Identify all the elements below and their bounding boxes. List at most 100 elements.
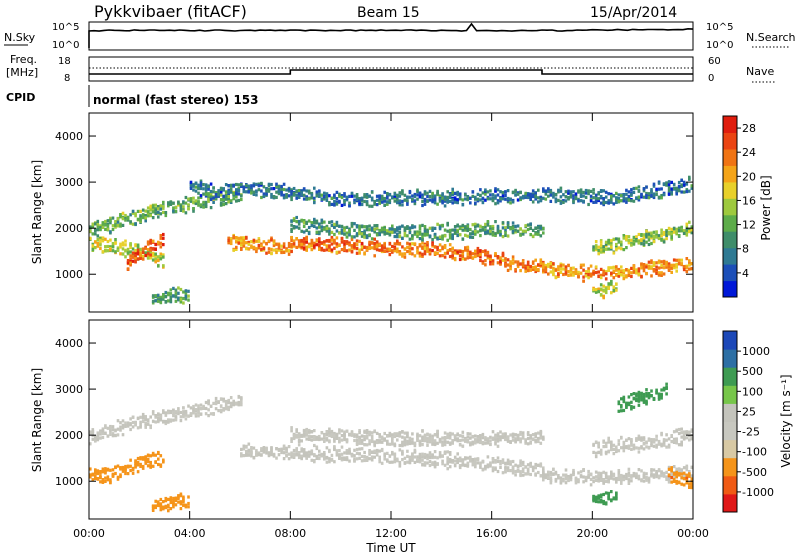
echo-cell	[318, 247, 321, 251]
echo-cell	[521, 463, 525, 467]
echo-cell	[456, 457, 459, 461]
echo-cell	[189, 412, 193, 416]
echo-cell	[539, 261, 543, 265]
echo-cell	[620, 265, 623, 269]
echo-cell	[458, 254, 462, 258]
echo-cell	[579, 188, 583, 192]
echo-cell	[431, 226, 434, 230]
echo-cell	[685, 227, 689, 231]
echo-cell	[431, 242, 434, 246]
echo-cell	[91, 428, 95, 432]
echo-cell	[149, 256, 152, 260]
echo-cell	[655, 443, 658, 447]
echo-cell	[433, 194, 437, 198]
echo-cell	[323, 439, 326, 443]
echo-cell	[587, 267, 590, 271]
echo-cell	[637, 195, 641, 199]
echo-cell	[172, 418, 175, 422]
echo-cell	[529, 195, 532, 199]
echo-cell	[534, 462, 537, 467]
echo-cell	[353, 222, 356, 226]
echo-cell	[534, 197, 537, 201]
echo-cell	[562, 479, 565, 483]
echo-cell	[612, 251, 616, 255]
echo-cell	[255, 239, 258, 243]
echo-cell	[511, 224, 515, 229]
echo-cell	[109, 221, 112, 225]
echo-cell	[375, 452, 379, 456]
echo-cell	[94, 435, 97, 439]
echo-cell	[428, 226, 432, 230]
echo-cell	[589, 264, 593, 268]
echo-cell	[365, 248, 369, 252]
echo-cell	[167, 420, 170, 424]
echo-cell	[421, 443, 424, 447]
echo-cell	[416, 457, 419, 461]
echo-cell	[227, 190, 230, 194]
echo-cell	[607, 438, 610, 442]
echo-cell	[421, 435, 424, 439]
echo-cell	[602, 203, 605, 207]
echo-cell	[594, 455, 598, 459]
echo-cell	[446, 432, 449, 436]
echo-cell	[164, 421, 168, 426]
echo-cell	[159, 454, 163, 458]
echo-cell	[194, 181, 198, 185]
echo-cell	[144, 209, 147, 213]
echo-cell	[685, 468, 689, 472]
echo-cell	[592, 200, 595, 204]
echo-cell	[524, 472, 527, 476]
echo-cell	[519, 190, 522, 194]
echo-cell	[232, 183, 235, 187]
echo-cell	[106, 224, 110, 228]
echo-cell	[275, 184, 278, 188]
echo-cell	[255, 449, 258, 453]
echo-cell	[116, 217, 120, 221]
echo-cell	[124, 218, 127, 222]
echo-cell	[235, 247, 238, 251]
echo-cell	[325, 248, 329, 252]
echo-cell	[479, 228, 482, 232]
echo-cell	[642, 479, 646, 483]
echo-cell	[524, 465, 527, 469]
echo-cell	[516, 264, 520, 269]
echo-cell	[469, 443, 472, 447]
echo-cell	[355, 251, 359, 255]
echo-cell	[499, 256, 502, 260]
echo-cell	[539, 199, 543, 203]
echo-cell	[474, 254, 477, 259]
echo-cell	[401, 449, 404, 453]
echo-cell	[514, 473, 517, 477]
echo-cell	[131, 415, 135, 419]
echo-cell	[433, 455, 437, 459]
echo-cell	[250, 191, 253, 195]
echo-cell	[121, 465, 125, 470]
echo-cell	[91, 247, 95, 252]
echo-cell	[574, 195, 578, 199]
echo-cell	[537, 188, 540, 192]
echo-cell	[602, 478, 605, 482]
echo-cell	[620, 409, 623, 413]
echo-cell	[209, 412, 213, 416]
echo-cell	[531, 228, 535, 232]
echo-cell	[194, 414, 198, 418]
echo-cell	[224, 197, 228, 201]
echo-cell	[667, 226, 671, 230]
echo-cell	[655, 470, 658, 474]
echo-cell	[207, 184, 210, 188]
echo-cell	[476, 461, 480, 465]
echo-cell	[151, 204, 155, 208]
echo-cell	[378, 449, 381, 453]
echo-cell	[682, 182, 686, 186]
echo-cell	[481, 191, 485, 195]
echo-cell	[383, 199, 386, 203]
echo-cell	[521, 229, 525, 233]
echo-cell	[355, 232, 359, 236]
echo-cell	[229, 401, 233, 405]
echo-cell	[174, 496, 178, 501]
echo-cell	[509, 201, 512, 205]
echo-cell	[499, 465, 502, 469]
echo-cell	[620, 479, 623, 483]
echo-cell	[640, 274, 643, 278]
echo-cell	[549, 190, 553, 194]
